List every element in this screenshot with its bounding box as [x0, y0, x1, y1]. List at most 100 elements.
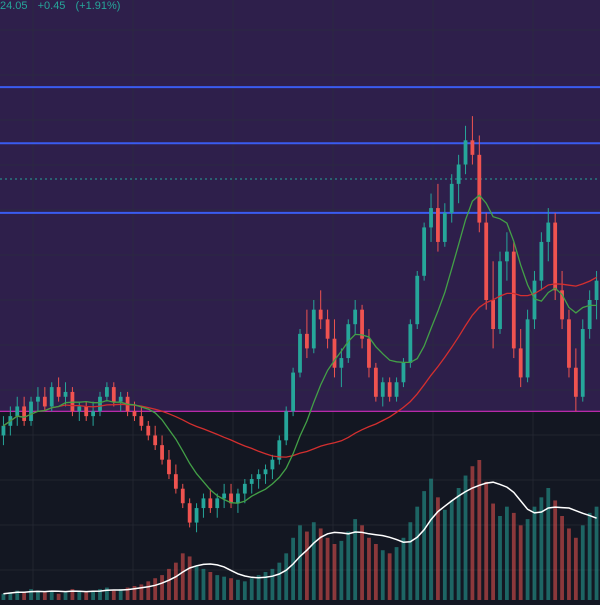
volume-bar — [477, 460, 482, 600]
candle-body — [173, 474, 178, 489]
volume-bar — [1, 593, 6, 600]
volume-bar — [208, 572, 213, 600]
volume-bar — [422, 491, 427, 600]
volume-bar — [84, 592, 89, 600]
candle-body — [436, 208, 440, 242]
candle-body — [77, 406, 82, 412]
volume-bar — [325, 537, 330, 600]
candle-body — [194, 508, 199, 523]
volume-bar — [491, 503, 495, 600]
volume-bar — [91, 590, 95, 600]
candle-body — [463, 140, 468, 165]
candle-body — [167, 459, 171, 475]
volume-bar — [173, 562, 178, 600]
volume-bar — [332, 544, 337, 600]
volume-bar — [339, 540, 344, 600]
volume-bar — [256, 575, 261, 600]
volume-bar — [277, 562, 282, 600]
candle-body — [429, 208, 433, 228]
candle-body — [505, 251, 509, 262]
volume-bar — [201, 568, 206, 600]
candle-body — [456, 164, 461, 184]
candle-body — [215, 498, 220, 509]
volume-bar — [318, 528, 323, 600]
volume-bar — [456, 488, 461, 600]
volume-bar — [111, 590, 116, 600]
volume-bar — [470, 466, 475, 600]
candle-body — [367, 338, 371, 368]
candle-body — [380, 382, 385, 397]
candle-body — [263, 469, 268, 475]
volume-bar — [167, 568, 171, 600]
volume-bar — [125, 587, 130, 600]
candle-body — [332, 338, 337, 368]
candle-body — [249, 479, 254, 484]
volume-bar — [567, 528, 571, 600]
candle-body — [546, 222, 551, 242]
candle-body — [22, 406, 27, 421]
volume-bar — [387, 553, 392, 600]
candle-body — [298, 333, 302, 373]
volume-bar — [532, 506, 537, 600]
volume-bar — [401, 537, 406, 600]
volume-bar — [242, 581, 247, 600]
candle-body — [498, 261, 502, 330]
candle-body — [84, 406, 89, 417]
candle-body — [284, 411, 289, 441]
volume-bar — [56, 593, 61, 600]
candle-body — [360, 309, 364, 339]
volume-bar — [194, 565, 199, 600]
volume-bar — [560, 516, 564, 600]
volume-bar — [505, 506, 509, 600]
candle-body — [236, 493, 240, 504]
volume-bar — [180, 553, 185, 600]
candle-body — [229, 493, 233, 504]
volume-bar — [442, 509, 447, 600]
candle-body — [573, 367, 578, 397]
candle-body — [242, 483, 247, 494]
candle-body — [422, 227, 427, 276]
candle-body — [208, 498, 213, 509]
volume-bar — [215, 575, 220, 600]
candle-body — [318, 309, 323, 320]
candle-body — [146, 425, 151, 436]
volume-bar — [98, 589, 102, 600]
candle-body — [291, 372, 295, 412]
candle-body — [373, 367, 378, 397]
volume-bar — [498, 516, 502, 600]
candle-body — [580, 329, 585, 397]
candle-body — [98, 396, 102, 412]
candle-body — [132, 411, 137, 417]
candle-body — [339, 358, 344, 368]
candle-body — [325, 319, 330, 339]
candle-body — [401, 362, 406, 383]
volume-bar — [573, 537, 578, 600]
volume-bar — [42, 592, 47, 600]
volume-bar — [353, 519, 358, 600]
volume-bar — [518, 525, 523, 600]
volume-bar — [63, 592, 68, 600]
volume-bar — [105, 587, 109, 600]
volume-bar — [305, 531, 309, 600]
volume-bar — [153, 578, 158, 600]
volume-bar — [77, 590, 82, 600]
volume-bar — [229, 578, 233, 600]
candle-body — [270, 459, 275, 470]
candle-body — [111, 387, 116, 402]
volume-bar — [222, 576, 227, 600]
volume-bar — [360, 525, 364, 600]
volume-bar — [70, 589, 75, 600]
volume-bar — [580, 525, 585, 600]
candle-body — [532, 280, 537, 320]
candle-body — [525, 319, 530, 378]
candle-body — [42, 396, 47, 407]
volume-bar — [429, 478, 433, 600]
candle-body — [160, 445, 164, 460]
candle-body — [539, 241, 544, 281]
candle-body — [567, 319, 571, 368]
volume-bar — [139, 584, 144, 600]
moving-average-slow — [3, 276, 597, 458]
candle-body — [63, 391, 68, 397]
volume-bar — [539, 497, 544, 600]
